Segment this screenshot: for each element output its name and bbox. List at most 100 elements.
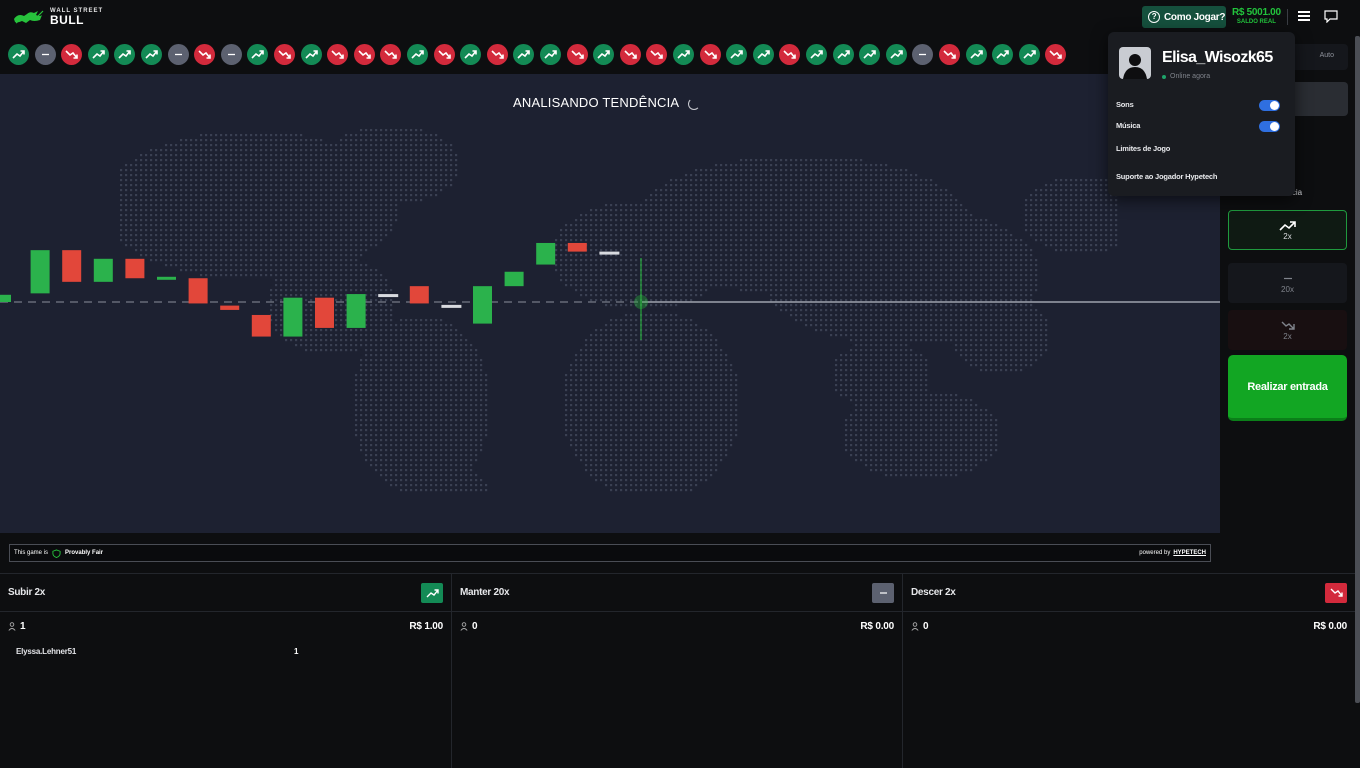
history-down-icon [646, 44, 668, 65]
music-label: Música [1116, 121, 1141, 130]
fair-prefix: This game is [14, 550, 49, 556]
shield-icon [52, 548, 61, 558]
music-row: Música [1116, 121, 1287, 132]
online-status: Online agora [1162, 73, 1210, 80]
history-up-icon [540, 44, 561, 65]
balance-value: R$ 5001.00 [1232, 7, 1281, 18]
history-down-icon [699, 44, 721, 65]
bettor-count: 1 [8, 621, 26, 632]
total-amount: R$ 0.00 [860, 621, 894, 632]
history-down-icon [61, 44, 83, 65]
history-up-icon [992, 44, 1014, 65]
menu-icon[interactable] [1298, 11, 1310, 21]
candle [62, 250, 82, 282]
history-down-icon [380, 44, 402, 65]
history-up-icon [593, 44, 615, 65]
history-down-icon [619, 44, 641, 65]
history-up-icon [513, 44, 535, 65]
candle [346, 294, 366, 328]
history-up-icon [407, 44, 428, 65]
candle [504, 271, 524, 287]
avatar [1119, 47, 1151, 79]
history-down-icon [566, 44, 588, 65]
history-down-icon [433, 44, 455, 65]
history-up-icon [832, 44, 854, 65]
history-down-icon [194, 44, 216, 65]
bets-panels: Subir 2x 1 R$ 1.00 Elyssa.Lehner51 1 Man… [0, 573, 1355, 768]
sounds-toggle[interactable] [1259, 100, 1280, 111]
trend-up-icon [421, 583, 443, 603]
panel-title: Manter 20x [460, 587, 510, 598]
history-up-icon [247, 44, 269, 65]
candle [315, 297, 334, 328]
hold-icon [872, 583, 894, 603]
question-icon: ? [1148, 11, 1160, 23]
total-amount: R$ 1.00 [409, 621, 443, 632]
bet-down-multiplier: 2x [1283, 332, 1292, 341]
provably-fair-bar: This game is Provably Fair powered by HY… [0, 533, 1220, 573]
history-up-icon [8, 44, 29, 65]
bet-option-down[interactable]: 2x [1228, 310, 1347, 350]
bet-option-hold[interactable]: 20x [1228, 263, 1347, 303]
user-silhouette-icon [1123, 54, 1147, 79]
player-support-link[interactable]: Suporte ao Jogador Hypetech [1116, 172, 1218, 181]
bull-logo-icon [14, 10, 44, 24]
candle [220, 305, 240, 310]
candle [251, 314, 271, 337]
balance-label: SALDO REAL [1236, 19, 1276, 25]
history-up-icon [752, 44, 774, 65]
candle [473, 286, 492, 324]
candle [599, 251, 620, 255]
username: Elisa_Wisozk65 [1162, 49, 1273, 66]
history-up-icon [114, 44, 136, 65]
history-up-icon [859, 44, 881, 65]
chat-icon[interactable] [1324, 10, 1338, 23]
scrollbar[interactable] [1355, 36, 1360, 703]
analysis-status: ANALISANDO TENDÊNCIA [513, 95, 680, 110]
logo-bottom-text: BULL [50, 13, 84, 27]
game-limits-link[interactable]: Limites de Jogo [1116, 144, 1171, 153]
history-up-icon [460, 44, 482, 65]
panel-up: Subir 2x 1 R$ 1.00 Elyssa.Lehner51 1 [0, 574, 452, 768]
candle [157, 276, 176, 280]
history-hold-icon [220, 44, 242, 65]
panel-hold: Manter 20x 0 R$ 0.00 [452, 574, 903, 768]
provider-link[interactable]: HYPETECH [1173, 550, 1206, 556]
history-down-icon [779, 44, 801, 65]
candle [30, 250, 50, 294]
history-hold-icon [912, 44, 934, 65]
candle [188, 278, 208, 304]
logo-top-text: WALL STREET [50, 8, 104, 14]
how-to-play-label: Como Jogar? [1164, 11, 1226, 23]
candle [93, 258, 113, 282]
user-icon [911, 622, 919, 631]
history-up-icon [87, 44, 109, 65]
history-down-icon [353, 44, 375, 65]
trend-up-icon [1278, 221, 1296, 231]
hold-icon [1283, 277, 1292, 280]
history-up-icon [806, 44, 827, 65]
history-hold-icon [167, 44, 189, 65]
provably-fair-link[interactable]: Provably Fair [65, 550, 104, 556]
place-bet-button[interactable]: Realizar entrada [1228, 355, 1347, 421]
user-icon [460, 622, 468, 631]
candle [567, 242, 587, 252]
candle [378, 294, 399, 298]
music-toggle[interactable] [1259, 121, 1280, 132]
panel-down: Descer 2x 0 R$ 0.00 [903, 574, 1355, 768]
history-down-icon [939, 44, 960, 65]
price-chart: ANALISANDO TENDÊNCIA [0, 74, 1220, 533]
trend-down-icon [1325, 583, 1347, 603]
bet-option-up[interactable]: 2x [1228, 210, 1347, 250]
sounds-label: Sons [1116, 100, 1134, 109]
candle [125, 258, 145, 279]
current-price-dot [634, 295, 648, 309]
bet-hold-multiplier: 20x [1281, 285, 1294, 294]
bettor-count-value: 0 [472, 621, 478, 632]
top-header: WALL STREET BULL ? Como Jogar? R$ 5001.0… [0, 0, 1360, 34]
tab-auto[interactable]: Auto [1319, 52, 1334, 59]
panel-title: Descer 2x [911, 587, 956, 598]
online-dot-icon [1162, 74, 1166, 79]
bettor-count-value: 0 [923, 621, 929, 632]
how-to-play-button[interactable]: ? Como Jogar? [1142, 6, 1226, 28]
